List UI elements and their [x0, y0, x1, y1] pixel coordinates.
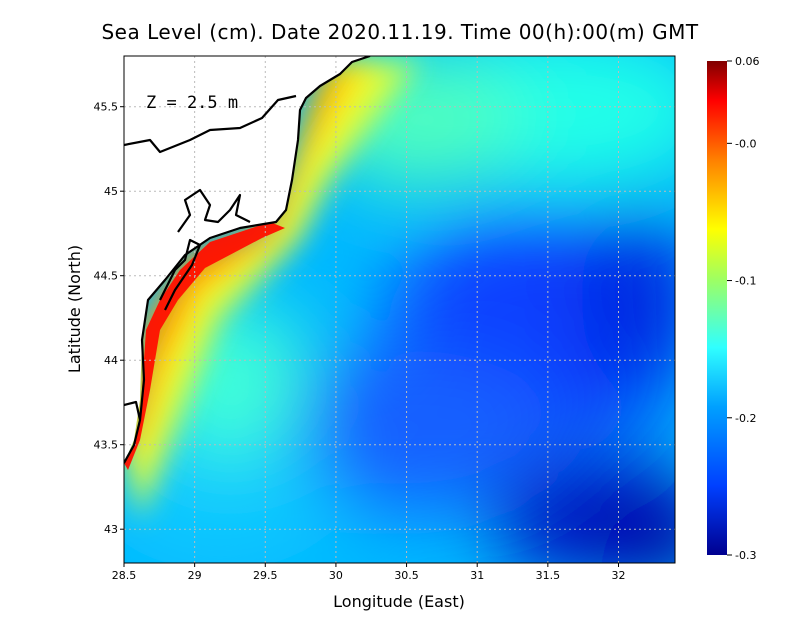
x-tick-label: 28.5	[112, 569, 137, 582]
y-tick-label: 43.5	[94, 439, 119, 452]
x-tick-label: 31	[470, 569, 484, 582]
y-tick-label: 44	[104, 354, 118, 367]
x-tick-label: 29.5	[253, 569, 278, 582]
chart-title: Sea Level (cm). Date 2020.11.19. Time 00…	[101, 20, 699, 44]
grid-lines	[124, 56, 675, 563]
coastline-south	[124, 400, 142, 421]
depth-label: Z = 2.5 m	[146, 93, 238, 113]
y-tick-label: 45	[104, 185, 118, 198]
coastal-lake-outline	[177, 188, 251, 233]
x-tick-label: 31.5	[536, 569, 561, 582]
x-tick-label: 30.5	[394, 569, 419, 582]
coastline	[124, 56, 371, 464]
sea-level-field	[124, 56, 675, 563]
x-axis-ticks: 28.5 29 29.5 30 30.5 31 31.5 32	[112, 563, 625, 582]
colorbar-tick-label: 0.06	[735, 55, 760, 68]
colorbar-ticks: 0.06 -0.0 -0.1 -0.2 -0.3	[727, 55, 760, 562]
colorbar	[707, 61, 727, 555]
coastal-lake-outline	[159, 238, 202, 311]
x-tick-label: 29	[188, 569, 202, 582]
y-tick-label: 43	[104, 523, 118, 536]
plot-frame	[123, 55, 676, 564]
colorbar-tick-label: -0.3	[735, 549, 756, 562]
y-tick-label: 44.5	[94, 270, 119, 283]
x-axis-label: Longitude (East)	[333, 592, 465, 611]
danube-delta-outline	[124, 94, 297, 154]
colorbar-tick-label: -0.1	[735, 275, 756, 288]
x-tick-label: 30	[329, 569, 343, 582]
y-axis-label: Latitude (North)	[65, 245, 84, 373]
y-axis-ticks: 43 43.5 44 44.5 45 45.5	[94, 101, 124, 536]
x-tick-label: 32	[611, 569, 625, 582]
colorbar-tick-label: -0.0	[735, 137, 756, 150]
colorbar-tick-label: -0.2	[735, 412, 756, 425]
y-tick-label: 45.5	[94, 101, 119, 114]
